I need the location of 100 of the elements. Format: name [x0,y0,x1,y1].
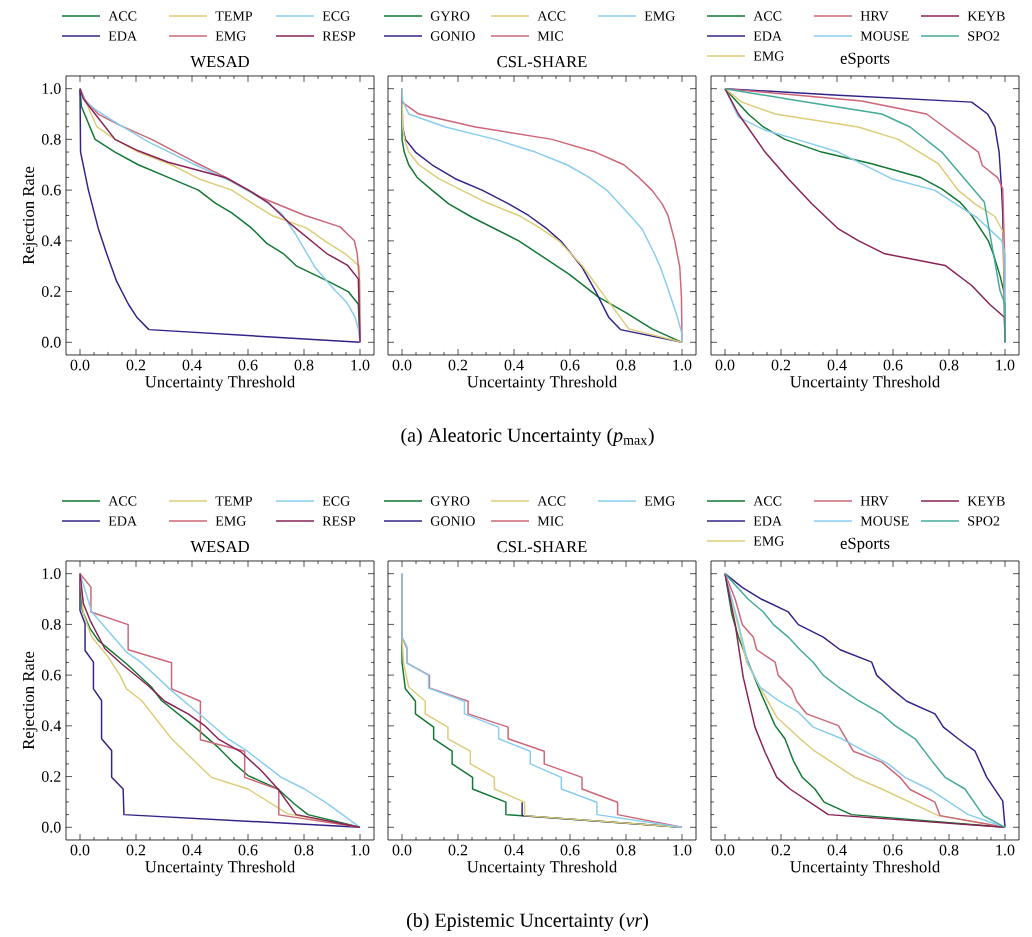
legend-label: TEMP [215,11,253,21]
legend-label: MIC [537,516,563,526]
x-tick-label: 1.0 [673,359,692,371]
legend-label: SPO2 [968,31,1000,41]
x-tick-label: 0.8 [939,359,959,371]
chart-title: WESAD [190,540,249,553]
y-tick-label: 1.0 [42,83,61,95]
chart-title: CSL-SHARE [497,56,587,68]
legend-label: EDA [108,31,137,41]
x-axis-title: Uncertainty Threshold [467,375,618,391]
y-tick-label: 0.0 [41,821,61,833]
y-axis-title: Rejection Rate [22,166,38,265]
legend-label: MOUSE [860,516,909,526]
x-tick-label: 0.6 [238,359,258,371]
legend-label: MIC [537,31,563,41]
y-tick-label: 0.6 [41,669,61,681]
chart-title: CSL-SHARE [497,541,587,553]
legend-label: GONIO [430,31,475,41]
x-tick-label: 0.2 [126,359,146,371]
x-tick-label: 0.6 [560,844,580,856]
x-tick-label: 0.6 [560,359,580,371]
x-tick-label: 0.0 [392,359,412,371]
legend-label: EMG [215,516,246,526]
x-tick-label: 0.4 [504,359,524,371]
x-tick-label: 0.0 [392,844,412,856]
x-axis-title: Uncertainty Threshold [467,860,618,876]
x-tick-label: 0.6 [238,844,258,856]
x-tick-label: 0.2 [448,359,468,371]
x-tick-label: 0.6 [883,359,903,371]
legend-label: KEYB [967,11,1005,21]
y-tick-label: 0.8 [41,618,61,630]
legend-label: GYRO [430,496,470,506]
x-tick-label: 0.0 [715,359,735,371]
x-tick-label: 1.0 [996,359,1015,371]
legend-label: ACC [108,11,137,21]
legend-label: EMG [753,536,784,546]
legend-label: TEMP [215,496,253,506]
x-tick-label: 0.6 [883,844,903,856]
legend-label: EDA [753,516,782,526]
y-tick-label: 0.6 [41,184,61,196]
chart-title: eSports [840,52,890,68]
text: (b) Epistemic Uncertainty (vr) [407,912,648,932]
legend-label: EMG [644,11,675,21]
legend-label: RESP [322,516,356,526]
y-tick-label: 0.2 [41,771,61,783]
legend-label: EMG [644,496,675,506]
x-tick-label: 0.8 [939,844,959,856]
legend-label: ACC [537,11,566,21]
legend-label: ACC [753,11,782,21]
legend-label: MOUSE [860,31,909,41]
x-tick-label: 0.8 [294,359,314,371]
x-tick-label: 0.4 [827,359,847,371]
x-tick-label: 0.4 [182,844,202,856]
x-tick-label: 1.0 [673,844,692,856]
legend-label: ECG [322,11,350,21]
y-tick-label: 0.4 [41,720,62,732]
x-tick-label: 0.8 [294,844,314,856]
x-tick-label: 1.0 [351,844,370,856]
x-tick-label: 0.0 [715,844,735,856]
legend-label: EMG [215,31,246,41]
legend-label: HRV [860,11,889,21]
chart-title: WESAD [190,55,249,68]
x-tick-label: 0.2 [771,844,791,856]
x-axis-title: Uncertainty Threshold [790,375,941,391]
legend-label: EDA [108,516,137,526]
legend-label: EDA [753,31,782,41]
x-axis-title: Uncertainty Threshold [145,860,296,876]
legend-label: SPO2 [968,516,1000,526]
x-axis-title: Uncertainty Threshold [145,375,296,391]
y-tick-label: 0.0 [41,336,61,348]
legend-label: ACC [537,496,566,506]
x-axis-title: Uncertainty Threshold [790,860,941,876]
x-tick-label: 0.2 [771,359,791,371]
x-tick-label: 0.4 [504,844,524,856]
y-axis-title: Rejection Rate [22,651,38,750]
legend-label: ECG [322,496,350,506]
y-tick-label: 0.4 [41,235,62,247]
x-tick-label: 0.4 [827,844,847,856]
x-tick-label: 0.2 [126,844,146,856]
x-tick-label: 0.0 [70,844,90,856]
chart-title: eSports [840,537,890,553]
legend-label: KEYB [967,496,1005,506]
legend-label: RESP [322,31,356,41]
y-tick-label: 1.0 [42,568,61,580]
x-tick-label: 0.2 [448,844,468,856]
x-tick-label: 1.0 [351,359,370,371]
x-tick-label: 0.8 [616,844,636,856]
x-tick-label: 0.8 [616,359,636,371]
legend-label: GYRO [430,11,470,21]
x-tick-label: 0.4 [182,359,202,371]
y-tick-label: 0.2 [41,286,61,298]
legend-label: GONIO [430,516,475,526]
y-tick-label: 0.8 [41,133,61,145]
x-tick-label: 1.0 [996,844,1015,856]
text: (a) Aleatoric Uncertainty (p$_{max}$) [401,427,654,447]
legend-label: ACC [753,496,782,506]
x-tick-label: 0.0 [70,359,90,371]
legend-label: EMG [753,51,784,61]
legend-label: HRV [860,496,889,506]
legend-label: ACC [108,496,137,506]
